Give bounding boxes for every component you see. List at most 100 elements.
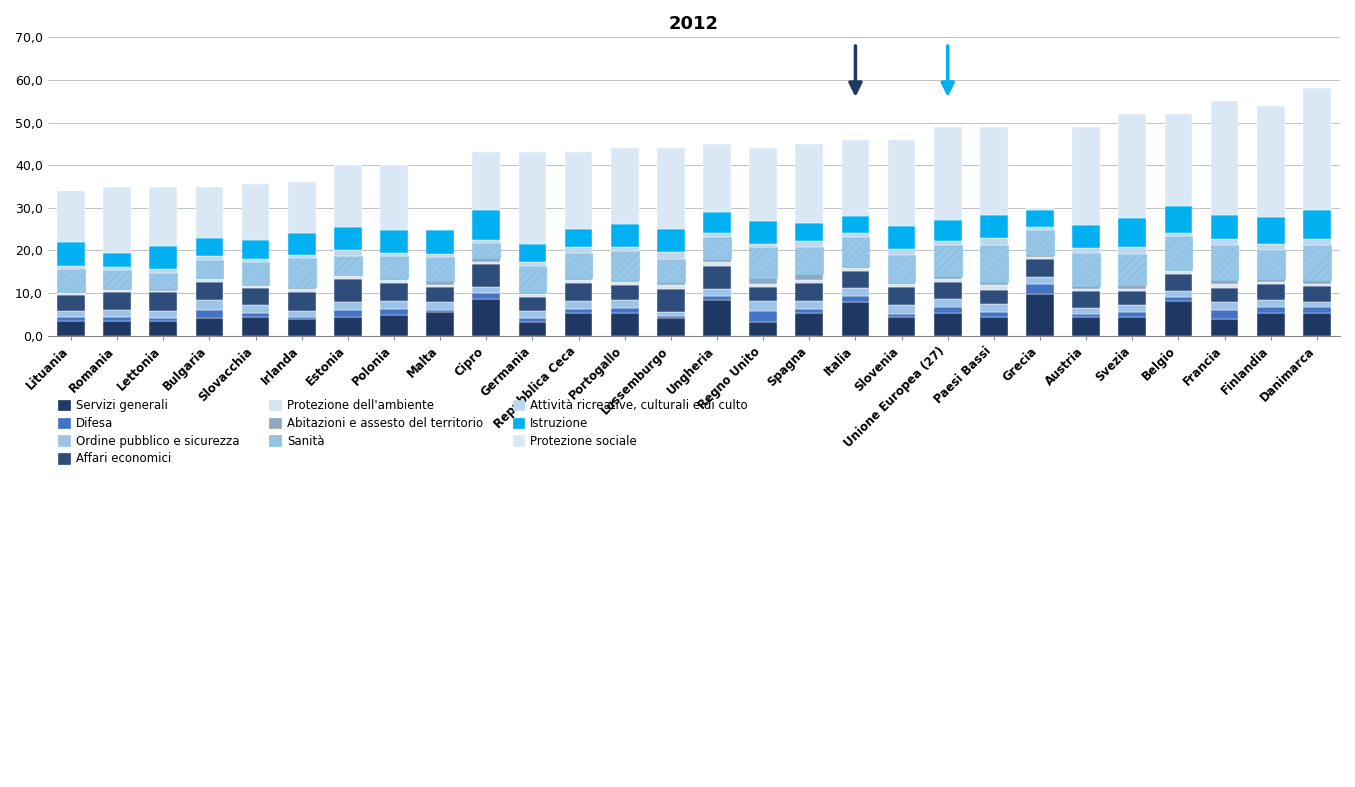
Bar bbox=[519, 244, 546, 262]
Bar bbox=[149, 187, 178, 246]
Bar bbox=[149, 292, 178, 311]
Bar bbox=[934, 307, 962, 313]
Bar bbox=[749, 220, 776, 244]
Bar bbox=[241, 262, 270, 285]
Bar bbox=[980, 304, 1008, 312]
Bar bbox=[1257, 279, 1285, 282]
Bar bbox=[888, 284, 916, 287]
Bar bbox=[149, 311, 178, 318]
Bar bbox=[333, 249, 362, 256]
Bar bbox=[1211, 215, 1238, 238]
Bar bbox=[1304, 88, 1331, 209]
Bar bbox=[934, 241, 962, 246]
Bar bbox=[57, 190, 85, 242]
Bar bbox=[565, 229, 592, 247]
Bar bbox=[287, 255, 316, 258]
Bar bbox=[795, 274, 822, 280]
Bar bbox=[749, 148, 776, 220]
Bar bbox=[703, 289, 730, 297]
Bar bbox=[1211, 102, 1238, 215]
Bar bbox=[103, 253, 131, 268]
Bar bbox=[195, 260, 224, 278]
Bar bbox=[57, 317, 85, 321]
Bar bbox=[1026, 230, 1054, 255]
Bar bbox=[195, 278, 224, 279]
Bar bbox=[1026, 210, 1054, 227]
Bar bbox=[980, 283, 1008, 285]
Bar bbox=[103, 268, 131, 271]
Bar bbox=[195, 257, 224, 260]
Bar bbox=[1072, 317, 1100, 336]
Bar bbox=[103, 289, 131, 290]
Bar bbox=[1211, 287, 1238, 302]
Bar bbox=[1118, 289, 1146, 291]
Bar bbox=[611, 224, 638, 247]
Bar bbox=[1118, 285, 1146, 289]
Bar bbox=[427, 310, 454, 312]
Bar bbox=[1257, 250, 1285, 279]
Bar bbox=[657, 282, 684, 286]
Bar bbox=[703, 212, 730, 233]
Bar bbox=[888, 282, 916, 284]
Bar bbox=[841, 237, 870, 266]
Bar bbox=[195, 282, 224, 300]
Bar bbox=[103, 317, 131, 321]
Bar bbox=[1257, 313, 1285, 336]
Bar bbox=[1304, 209, 1331, 238]
Bar bbox=[1257, 105, 1285, 216]
Bar bbox=[980, 215, 1008, 238]
Bar bbox=[241, 286, 270, 288]
Bar bbox=[333, 165, 362, 227]
Bar bbox=[333, 227, 362, 249]
Bar bbox=[703, 301, 730, 336]
Bar bbox=[287, 258, 316, 287]
Bar bbox=[795, 283, 822, 301]
Bar bbox=[703, 260, 730, 262]
Bar bbox=[519, 297, 546, 312]
Bar bbox=[1304, 238, 1331, 245]
Bar bbox=[888, 226, 916, 249]
Bar bbox=[149, 272, 178, 290]
Bar bbox=[657, 318, 684, 336]
Bar bbox=[565, 301, 592, 309]
Bar bbox=[195, 310, 224, 318]
Bar bbox=[749, 287, 776, 301]
Bar bbox=[565, 253, 592, 278]
Bar bbox=[333, 275, 362, 276]
Bar bbox=[57, 266, 85, 269]
Bar bbox=[1118, 218, 1146, 247]
Bar bbox=[657, 252, 684, 259]
Bar bbox=[1118, 254, 1146, 285]
Bar bbox=[57, 321, 85, 336]
Bar bbox=[427, 312, 454, 336]
Bar bbox=[195, 318, 224, 336]
Bar bbox=[841, 139, 870, 216]
Bar bbox=[749, 284, 776, 287]
Bar bbox=[333, 302, 362, 310]
Bar bbox=[473, 262, 500, 264]
Bar bbox=[841, 216, 870, 234]
Bar bbox=[611, 300, 638, 308]
Bar bbox=[1257, 244, 1285, 250]
Bar bbox=[703, 266, 730, 289]
Bar bbox=[427, 257, 454, 281]
Bar bbox=[934, 299, 962, 307]
Bar bbox=[195, 238, 224, 257]
Bar bbox=[287, 311, 316, 317]
Bar bbox=[703, 144, 730, 212]
Bar bbox=[565, 153, 592, 229]
Bar bbox=[1026, 283, 1054, 294]
Bar bbox=[888, 249, 916, 255]
Bar bbox=[980, 285, 1008, 290]
Bar bbox=[1211, 283, 1238, 287]
Bar bbox=[519, 292, 546, 294]
Bar bbox=[565, 280, 592, 283]
Bar bbox=[841, 268, 870, 271]
Bar bbox=[287, 183, 316, 232]
Bar bbox=[795, 301, 822, 309]
Bar bbox=[1165, 274, 1192, 290]
Bar bbox=[749, 244, 776, 247]
Bar bbox=[427, 281, 454, 285]
Bar bbox=[1304, 313, 1331, 336]
Bar bbox=[565, 247, 592, 253]
